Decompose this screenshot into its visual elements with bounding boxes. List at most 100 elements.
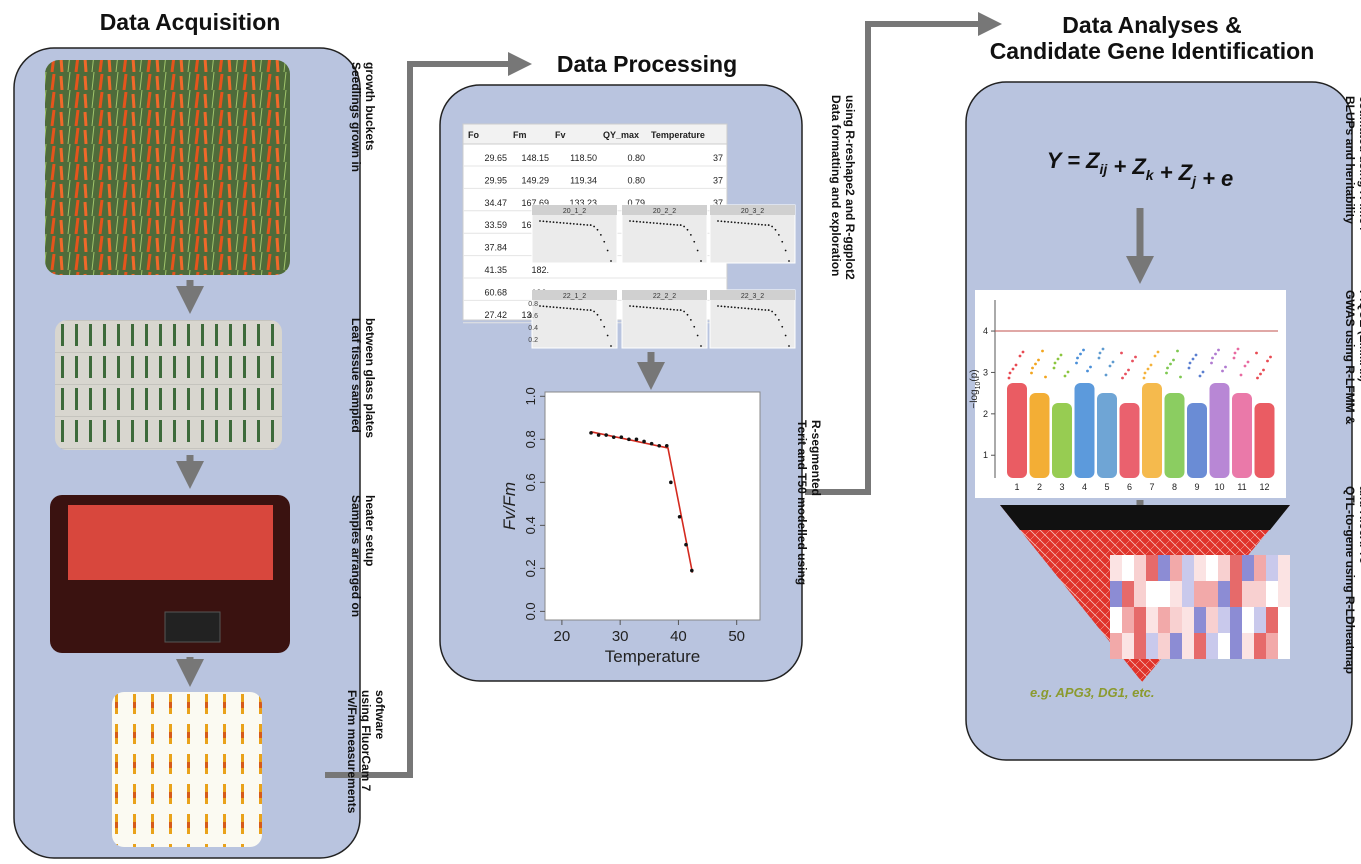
data-point xyxy=(589,431,593,435)
heatmap-cell xyxy=(1218,581,1230,607)
heatmap-cell xyxy=(1230,607,1242,633)
snp-dot xyxy=(1041,350,1044,353)
thumbnail-dot xyxy=(717,305,719,307)
table-cell: 119.34 xyxy=(570,175,597,185)
thumbnail-dot xyxy=(553,221,555,223)
thumbnail-dot xyxy=(754,223,756,225)
thumbnail-dot xyxy=(653,222,655,224)
caption-line: software xyxy=(373,690,387,740)
equation-term: + Z xyxy=(1107,154,1147,179)
thumbnail-dot xyxy=(673,224,675,226)
thumbnail-dot xyxy=(687,229,689,231)
caption-line: Seedlings grown in xyxy=(349,62,363,172)
thumbnail-dot xyxy=(673,309,675,311)
table-header-cell: Fo xyxy=(468,130,479,140)
thumbnail-dot xyxy=(597,229,599,231)
thumbnail-dot xyxy=(700,260,702,262)
thumbnail-dot xyxy=(593,226,595,228)
chromosome-snps xyxy=(1007,383,1027,478)
snp-dot xyxy=(1262,369,1265,372)
snp-dot xyxy=(1143,377,1146,380)
thumbnail-dot xyxy=(583,309,585,311)
snp-dot xyxy=(1199,375,1202,378)
snp-dot xyxy=(1172,359,1175,362)
heatmap-cell xyxy=(1170,607,1182,633)
snp-dot xyxy=(1089,366,1092,369)
x-tick-label: 30 xyxy=(612,628,629,645)
thumbnail-dot xyxy=(731,306,733,308)
table-header-cell: QY_max xyxy=(603,130,639,140)
thumbnail-dot xyxy=(607,250,609,252)
thumbnail-dot xyxy=(600,234,602,236)
thumbnail-dot xyxy=(697,250,699,252)
table-cell: 33.59 xyxy=(484,220,507,230)
x-tick-label: 50 xyxy=(728,628,745,645)
equation-term: + Z xyxy=(1154,160,1194,185)
chromosome-snps xyxy=(1097,393,1117,478)
y-tick-label: 0.0 xyxy=(523,602,538,620)
thumbnail-dot xyxy=(724,221,726,223)
thumbnail-dot xyxy=(653,307,655,309)
thumbnail-dot xyxy=(690,234,692,236)
snp-dot xyxy=(1008,377,1011,380)
heatmap-cell xyxy=(1146,555,1158,581)
snp-dot xyxy=(1022,351,1025,354)
heatmap-cell xyxy=(1230,633,1242,659)
snp-dot xyxy=(1037,359,1040,362)
x-tick-label: 9 xyxy=(1194,482,1199,492)
snp-dot xyxy=(1210,362,1213,365)
snp-dot xyxy=(1044,376,1047,379)
thumbnail-dot xyxy=(660,308,662,310)
thumbnail-dot xyxy=(683,311,685,313)
thumbnail-dot xyxy=(737,307,739,309)
data-point xyxy=(627,438,631,442)
x-tick-label: 2 xyxy=(1037,482,1042,492)
snp-dot xyxy=(1234,352,1237,355)
label-part: (p) xyxy=(969,369,980,381)
heatmap-cell xyxy=(1146,633,1158,659)
thumbnail-dot xyxy=(576,223,578,225)
snp-dot xyxy=(1255,352,1258,355)
snp-dot xyxy=(1247,361,1250,364)
thumbnail-dot xyxy=(764,224,766,226)
data-point xyxy=(684,543,688,547)
heatmap-cell xyxy=(1122,555,1134,581)
heatmap-cell xyxy=(1266,607,1278,633)
thumbnail-dot xyxy=(771,226,773,228)
snp-dot xyxy=(1067,371,1070,374)
snp-dot xyxy=(1214,353,1217,356)
heatmap-cell xyxy=(1182,633,1194,659)
thumbnail-dot xyxy=(573,223,575,225)
heatmap-cell xyxy=(1206,581,1218,607)
thumbnail-dot xyxy=(687,314,689,316)
heatmap-cell xyxy=(1122,581,1134,607)
heatmap-cell xyxy=(1134,633,1146,659)
thumbnail-dot xyxy=(734,222,736,224)
snp-dot xyxy=(1147,368,1150,371)
thumbnail-dot xyxy=(761,224,763,226)
snp-dot xyxy=(1269,356,1272,359)
heatmap-cell xyxy=(1242,633,1254,659)
chromosome-snps xyxy=(1187,403,1207,478)
snp-dot xyxy=(1259,373,1262,376)
thumbnail-dot xyxy=(744,307,746,309)
table-header-cell: Temperature xyxy=(651,130,705,140)
chromosome-snps xyxy=(1120,403,1140,478)
thumbnail-dot xyxy=(724,306,726,308)
heatmap-cell xyxy=(1110,633,1122,659)
snp-dot xyxy=(1064,375,1067,378)
data-point xyxy=(690,569,694,573)
thumbnail-dot xyxy=(778,319,780,321)
table-cell: 37 xyxy=(713,153,723,163)
x-tick-label: 4 xyxy=(1082,482,1087,492)
snp-dot xyxy=(1131,360,1134,363)
thumbnail-dot xyxy=(646,307,648,309)
heatmap-cell xyxy=(1110,607,1122,633)
step-caption: Samples arranged onheater setup xyxy=(349,495,377,617)
snp-dot xyxy=(1105,374,1108,377)
thumbnail-dot xyxy=(764,309,766,311)
table-cell: 34.47 xyxy=(484,198,507,208)
heatmap-cell xyxy=(1134,555,1146,581)
thumbnail-dot xyxy=(778,234,780,236)
y-tick-label: 0.2 xyxy=(523,559,538,577)
